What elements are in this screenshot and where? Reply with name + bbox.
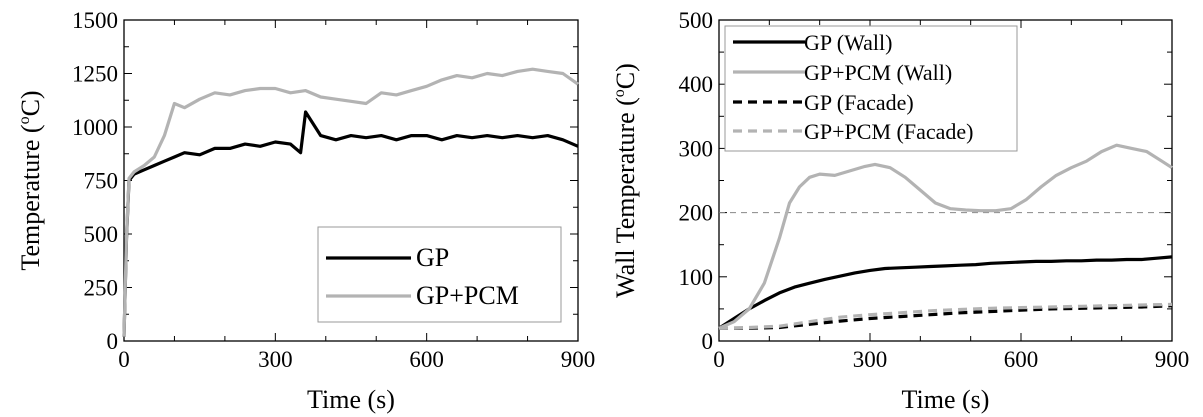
right-y-axis-title: Wall Temperature (oC) [611,63,640,298]
left-x-tick-label: 0 [118,347,130,372]
left-y-axis-title-degree: o [16,116,33,124]
right-y-tick-label: 100 [679,265,714,290]
right-chart-panel: 0 300 600 900 0 100 200 300 400 500 Time (s) Wall T… [611,8,1189,414]
right-x-tick-label: 0 [713,347,725,372]
right-legend-label: GP (Wall) [804,30,892,55]
right-y-tick-label: 0 [702,329,714,354]
left-series-line-gp-pcm [122,67,579,337]
left-legend-label: GP+PCM [416,281,519,310]
left-series-line-gp [122,110,579,337]
right-legend-label: GP (Facade) [804,90,914,115]
right-legend-label: GP+PCM (Wall) [804,60,952,85]
left-y-tick-label: 1250 [72,62,118,87]
left-y-axis-title: Temperature (oC) [16,90,45,270]
right-x-tick-label: 600 [1004,347,1039,372]
right-x-axis-title: Time (s) [902,385,990,414]
right-series-line-gp-facade [719,304,1173,330]
right-series-line-gp-wall [718,255,1173,330]
right-legend-box [724,25,1018,152]
left-legend-box [317,226,562,323]
right-y-tick-label: 300 [679,136,714,161]
left-x-tick-label: 600 [409,347,444,372]
right-y-tick-label: 500 [679,8,714,33]
right-x-tick-label: 300 [853,347,888,372]
right-y-axis-title-degree: o [611,89,628,97]
left-y-tick-label: 250 [84,276,119,301]
left-y-tick-label: 500 [84,222,119,247]
left-y-tick-label: 0 [107,329,119,354]
right-y-axis-title-main: Wall Temperature ( [611,97,640,298]
left-legend-label: GP [416,243,449,272]
left-y-tick-label: 1000 [72,115,118,140]
left-x-tick-label: 300 [258,347,293,372]
right-series-line-gp-pcm-facade [718,302,1173,330]
left-x-axis-title: Time (s) [307,385,395,414]
right-series-line-gp-pcm-wall [718,143,1173,330]
left-y-tick-label: 750 [84,169,119,194]
right-x-tick-label: 900 [1155,347,1190,372]
right-legend-label: GP+PCM (Facade) [804,119,973,144]
right-y-tick-label: 200 [679,201,714,226]
left-y-tick-label: 1500 [72,8,118,33]
left-chart-panel: 0 300 600 900 0 250 500 750 1000 1250 1500 Time (s)… [16,8,595,414]
left-x-tick-label: 900 [561,347,596,372]
left-y-axis-title-unit: C) [16,90,45,116]
right-y-axis-title-unit: C) [611,63,640,89]
right-y-tick-label: 400 [679,72,714,97]
left-y-axis-title-main: Temperature ( [16,124,45,270]
